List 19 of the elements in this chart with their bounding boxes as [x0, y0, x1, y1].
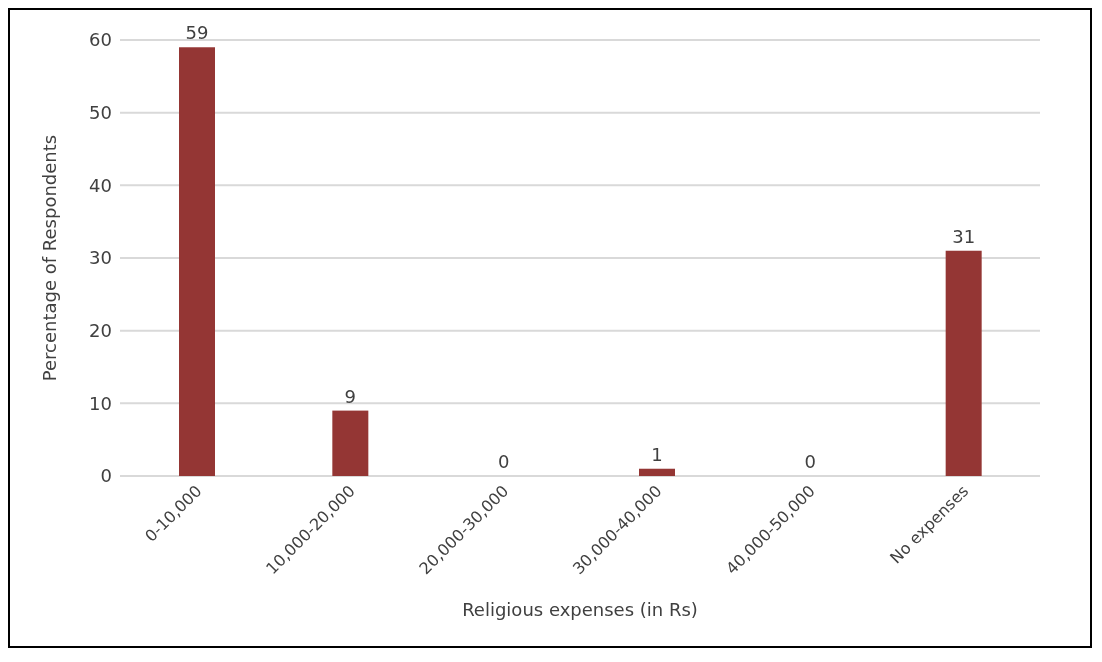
y-tick-label: 50: [89, 102, 112, 124]
bar: [945, 250, 982, 476]
y-tick-label: 20: [89, 320, 112, 342]
y-tick-label: 30: [89, 247, 112, 269]
x-axis-title: Religious expenses (in Rs): [462, 599, 698, 620]
data-label: 1: [651, 443, 663, 465]
bar: [332, 410, 369, 476]
data-label: 9: [344, 385, 357, 407]
data-label: 0: [497, 451, 510, 472]
y-tick-label: 0: [100, 465, 112, 487]
y-tick-label: 10: [89, 392, 112, 414]
data-label: 0: [804, 451, 817, 472]
y-axis-title: Percentage of Respondents: [39, 134, 61, 382]
y-tick-label: 40: [89, 174, 112, 196]
data-label: 31: [952, 225, 976, 247]
bar: [639, 468, 675, 476]
y-tick-label: 60: [89, 29, 112, 51]
data-label: 59: [185, 22, 209, 44]
bar: [179, 47, 215, 476]
